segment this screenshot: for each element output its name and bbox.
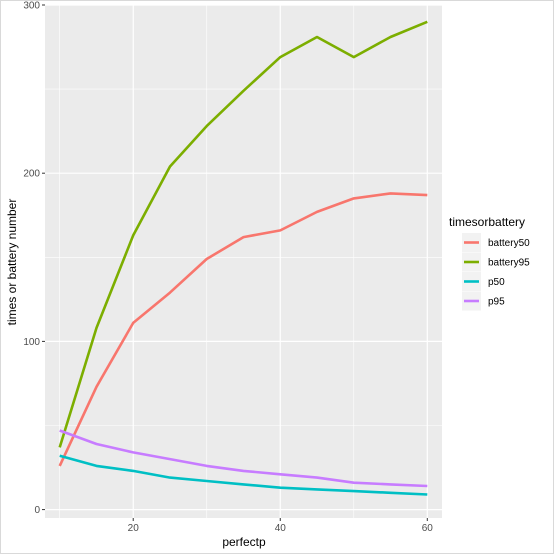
series-line-p50 <box>59 454 428 496</box>
legend: timesorbattery battery50 battery95 p50 p95 <box>449 215 530 311</box>
legend-keys: battery50 battery95 p50 p95 <box>462 233 530 311</box>
x-axis-title: perfectp <box>222 535 266 549</box>
y-tick-label: 100 <box>23 337 40 348</box>
legend-title: timesorbattery <box>449 215 525 229</box>
series-line-battery95 <box>58 20 428 448</box>
major-gridlines <box>45 4 442 518</box>
y-tick-label: 300 <box>23 1 40 12</box>
axis-ticks <box>42 4 428 521</box>
y-tick-label: 200 <box>23 169 40 180</box>
x-tick-label: 60 <box>422 523 434 534</box>
series-lines <box>58 20 428 496</box>
legend-label-battery95: battery95 <box>488 258 530 269</box>
y-axis-title: times or battery number <box>5 199 19 326</box>
legend-label-p50: p50 <box>488 277 505 288</box>
x-tick-label: 20 <box>128 523 140 534</box>
y-tick-label: 0 <box>34 505 40 516</box>
plot-panel <box>45 5 442 518</box>
series-line-battery50 <box>58 192 428 467</box>
legend-label-battery50: battery50 <box>488 238 530 249</box>
x-tick-label: 40 <box>275 523 287 534</box>
tick-labels: 20 40 60 0 100 200 300 <box>23 1 433 535</box>
series-line-p95 <box>59 429 428 488</box>
legend-label-p95: p95 <box>488 297 505 308</box>
minor-gridlines <box>45 5 442 518</box>
